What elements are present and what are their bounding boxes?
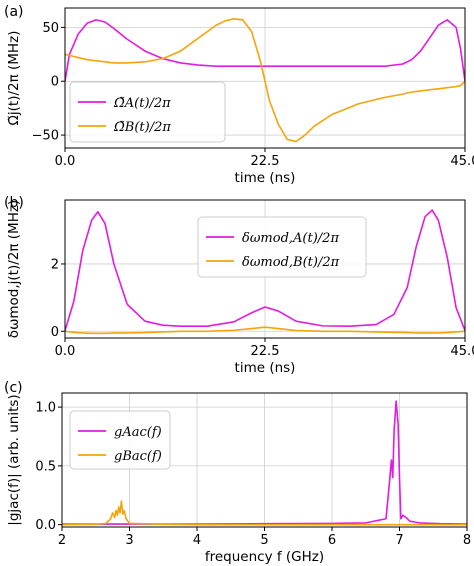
y-tick-label: 1.0	[35, 401, 56, 416]
y-tick-label: 0.0	[35, 518, 56, 533]
legend-entry-label: Ω̃B(t)/2π	[113, 120, 171, 135]
x-tick-label: 8	[463, 533, 471, 548]
panel-b: (b) 0.0 22.5 45.0 0 2 time (ns) δωmod,j(t)/2π (…	[4, 195, 474, 376]
panel-c: (c) 2 3 4 5 6 7 8 0.0 0.5 1.0 frequency f (GHz) |gja…	[4, 380, 471, 565]
panel-label: (b)	[4, 195, 24, 211]
y-axis-label: Ω̃j(t)/2π (MHz)	[6, 31, 22, 126]
y-tick-label: 2	[51, 257, 59, 272]
y-tick-label: 0.5	[35, 459, 56, 474]
series-line-a	[65, 209, 465, 331]
legend-box	[69, 81, 226, 143]
x-axis-label: frequency f (GHz)	[205, 549, 324, 565]
x-tick-label: 45.0	[451, 154, 474, 169]
y-axis-label: δωmod,j(t)/2π (MHz)	[6, 200, 22, 338]
legend-box	[197, 216, 367, 278]
y-tick-label: −50	[32, 129, 59, 144]
y-tick-label: 0	[51, 75, 59, 90]
legend-entry-label: Ω̃A(t)/2π	[113, 96, 171, 111]
series-line-a	[62, 400, 467, 525]
x-tick-label: 6	[328, 533, 336, 548]
x-axis-label: time (ns)	[235, 360, 296, 376]
legend-entry-label: δωmod,B(t)/2π	[242, 255, 340, 270]
panel-label: (a)	[4, 4, 24, 20]
x-tick-label: 22.5	[251, 344, 280, 359]
x-tick-label: 2	[58, 533, 66, 548]
y-axis-label: |gjac(f)| (arb. units)	[6, 394, 22, 525]
y-tick-label: 0	[51, 325, 59, 340]
x-tick-label: 5	[260, 533, 268, 548]
panel-a: (a) 0.0 22.5 45.0 −50 0 50 time (ns) Ω̃j(t)/2π (…	[4, 4, 474, 186]
series-line-b	[65, 326, 465, 335]
legend-entry-label: δωmod,A(t)/2π	[242, 231, 339, 246]
panel-label: (c)	[4, 380, 23, 396]
y-tick-label: 50	[42, 21, 59, 36]
series-line-a	[65, 19, 465, 82]
x-tick-label: 0.0	[55, 344, 76, 359]
series-line-b	[62, 500, 467, 526]
series-line-b	[65, 17, 465, 143]
legend-entry-label: gBac(f)	[114, 449, 162, 464]
x-tick-label: 3	[125, 533, 133, 548]
legend-entry-label: gAac(f)	[114, 425, 162, 440]
x-tick-label: 4	[193, 533, 201, 548]
x-tick-label: 7	[395, 533, 403, 548]
x-tick-label: 22.5	[251, 154, 280, 169]
x-axis-label: time (ns)	[235, 170, 296, 186]
x-tick-label: 0.0	[55, 154, 76, 169]
x-tick-label: 45.0	[451, 344, 474, 359]
